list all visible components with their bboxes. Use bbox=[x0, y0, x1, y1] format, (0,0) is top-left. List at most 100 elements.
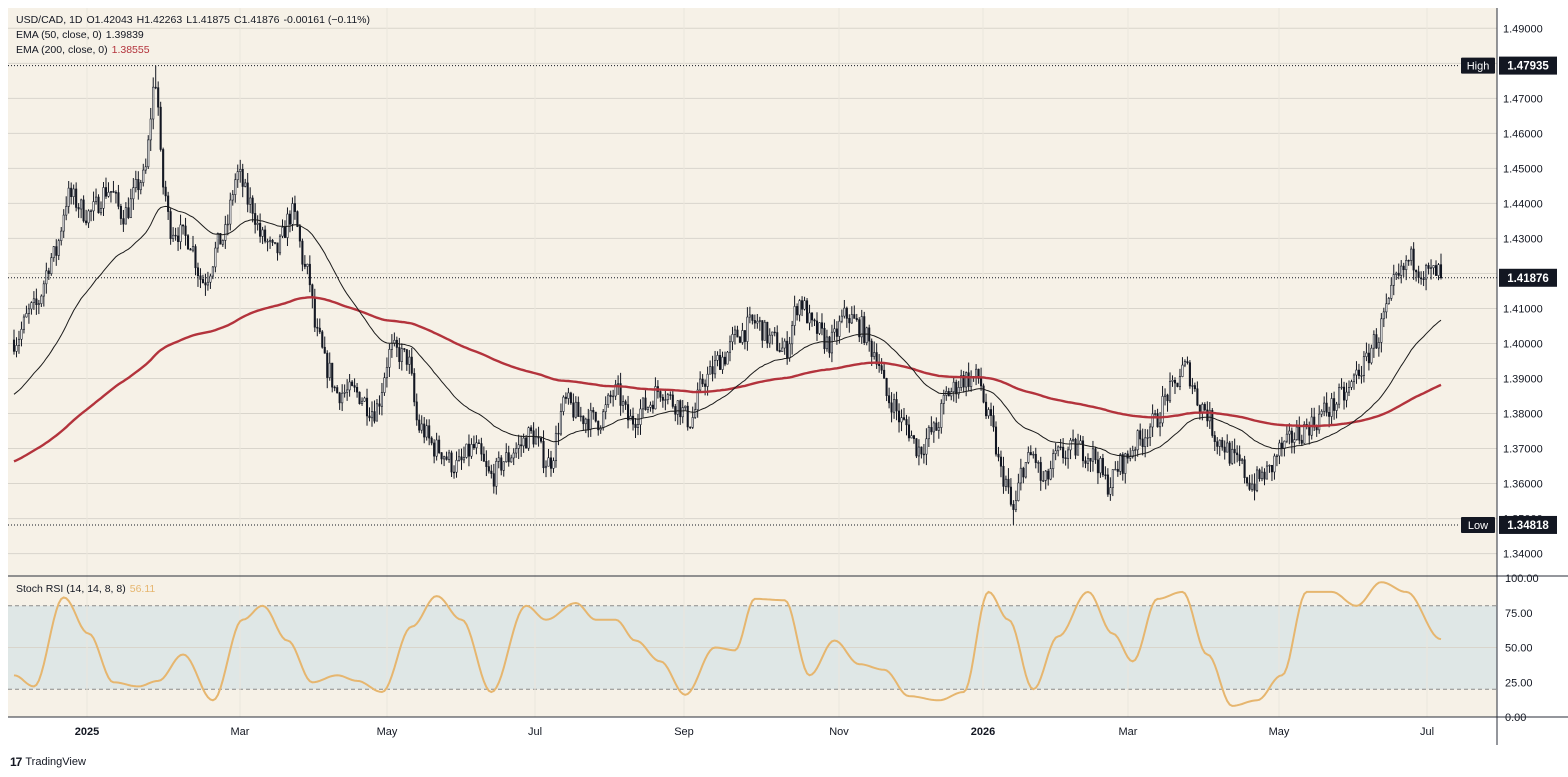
stoch-tick-label: 100.00 bbox=[1505, 573, 1539, 585]
candle-body bbox=[853, 314, 856, 319]
candle-body bbox=[107, 191, 110, 197]
candle-body bbox=[932, 422, 935, 433]
candle-body bbox=[925, 438, 928, 455]
candle-body bbox=[878, 363, 881, 366]
candle-body bbox=[863, 316, 866, 343]
candle-body bbox=[1206, 409, 1209, 422]
candle-body bbox=[445, 456, 448, 460]
candle-body bbox=[1116, 468, 1119, 472]
candle-body bbox=[452, 471, 456, 474]
candle-body bbox=[810, 312, 814, 321]
candle-body bbox=[1248, 482, 1251, 490]
candle-body bbox=[768, 334, 771, 344]
candle-body bbox=[706, 373, 709, 387]
candle-body bbox=[569, 392, 572, 404]
candle-body bbox=[388, 349, 391, 368]
low-tag-label: Low bbox=[1468, 520, 1488, 532]
candle-body bbox=[1096, 459, 1099, 474]
candle-body bbox=[559, 411, 562, 435]
ema200-label: EMA (200, close, 0) bbox=[16, 44, 108, 56]
candle-body bbox=[1188, 362, 1191, 387]
candle-body bbox=[880, 365, 883, 371]
last-price-badge-value: 1.41876 bbox=[1507, 273, 1549, 285]
candle-body bbox=[1044, 470, 1047, 481]
stoch-value: 56.11 bbox=[129, 583, 156, 595]
candle-body bbox=[502, 461, 505, 471]
candle-body bbox=[226, 223, 229, 226]
candle-body bbox=[1213, 435, 1216, 442]
candle-body bbox=[748, 314, 751, 318]
candle-body bbox=[1223, 446, 1226, 453]
candle-body bbox=[778, 349, 781, 352]
candle-body bbox=[298, 226, 301, 242]
candle-body bbox=[726, 351, 729, 365]
candle-body bbox=[1089, 457, 1092, 462]
price-tick-label: 1.43000 bbox=[1503, 233, 1543, 245]
candle-body bbox=[666, 394, 669, 400]
candle-body bbox=[271, 239, 274, 243]
candle-body bbox=[1161, 396, 1164, 424]
candle-body bbox=[1330, 398, 1333, 417]
candle-body bbox=[820, 322, 824, 329]
candle-body bbox=[114, 192, 117, 194]
candle-body bbox=[711, 366, 714, 375]
candle-body bbox=[1432, 265, 1435, 269]
price-tick-label: 1.37000 bbox=[1503, 444, 1543, 456]
candle-body bbox=[664, 399, 667, 401]
candle-body bbox=[1166, 394, 1169, 402]
candle-body bbox=[952, 381, 955, 392]
candle-body bbox=[597, 420, 600, 431]
candle-body bbox=[1243, 459, 1246, 478]
candle-body bbox=[1074, 438, 1077, 456]
candle-body bbox=[1402, 265, 1405, 271]
candle-body bbox=[721, 356, 724, 370]
candle-body bbox=[1121, 454, 1124, 474]
candle-body bbox=[808, 312, 811, 324]
candle-body bbox=[1328, 412, 1331, 417]
candle-body bbox=[781, 347, 784, 352]
candle-body bbox=[492, 473, 495, 487]
candle-body bbox=[455, 459, 458, 473]
candle-body bbox=[301, 240, 304, 265]
candle-body bbox=[313, 297, 316, 328]
candle-body bbox=[353, 385, 356, 388]
candle-body bbox=[1059, 446, 1062, 449]
candle-body bbox=[830, 331, 833, 354]
candle-body bbox=[288, 213, 291, 225]
candle-body bbox=[428, 425, 431, 439]
candle-body bbox=[15, 345, 18, 352]
stoch-label: Stoch RSI (14, 14, 8, 8) bbox=[16, 583, 126, 595]
candle-body bbox=[517, 444, 520, 449]
candle-body bbox=[535, 436, 538, 445]
open-value: O1.42043 bbox=[86, 14, 133, 26]
candle-body bbox=[30, 302, 33, 310]
candle-body bbox=[1002, 465, 1005, 487]
candle-body bbox=[718, 355, 722, 370]
candle-body bbox=[684, 405, 687, 408]
candle-body bbox=[704, 383, 707, 387]
candle-body bbox=[1029, 452, 1032, 456]
candle-body bbox=[1191, 385, 1194, 387]
tradingview-logo[interactable]: 17 TradingView bbox=[10, 755, 86, 769]
candle-body bbox=[860, 316, 863, 338]
candle-body bbox=[378, 403, 381, 407]
candle-body bbox=[413, 373, 416, 403]
candle-body bbox=[1350, 381, 1353, 388]
candle-body bbox=[691, 417, 694, 428]
candle-body bbox=[283, 226, 287, 238]
candle-body bbox=[62, 214, 65, 232]
candle-body bbox=[1365, 352, 1368, 357]
symbol-label: USD/CAD, 1D bbox=[16, 14, 83, 26]
high-value: H1.42263 bbox=[136, 14, 183, 26]
candle-body bbox=[1146, 437, 1149, 439]
candle-body bbox=[1315, 426, 1318, 431]
candle-body bbox=[1171, 379, 1174, 382]
candle-body bbox=[403, 348, 406, 350]
price-tick-label: 1.46000 bbox=[1503, 128, 1543, 140]
candle-body bbox=[714, 359, 717, 375]
candle-body bbox=[937, 427, 940, 431]
candle-body bbox=[418, 419, 421, 431]
low-tag bbox=[1461, 516, 1495, 533]
candle-body bbox=[1372, 334, 1375, 349]
candle-body bbox=[791, 325, 794, 345]
